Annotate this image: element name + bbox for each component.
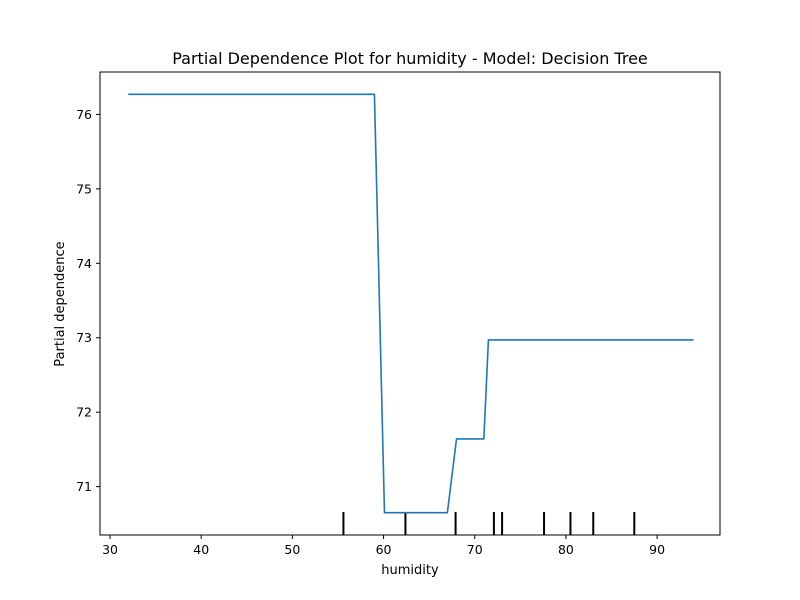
x-tick-label-70: 70: [467, 542, 483, 557]
x-axis-label: humidity: [381, 563, 439, 578]
x-tick-label-60: 60: [376, 542, 392, 557]
y-tick-label-76: 76: [76, 107, 92, 122]
pdp-series-line: [128, 93, 694, 514]
y-tick-label-75: 75: [76, 181, 92, 196]
y-axis-label: Partial dependence: [53, 241, 68, 366]
x-tick-label-30: 30: [102, 542, 118, 557]
x-tick-label-90: 90: [649, 542, 665, 557]
chart-title: Partial Dependence Plot for humidity - M…: [172, 49, 648, 68]
x-tick-label-40: 40: [193, 542, 209, 557]
plot-area: 30 40 50 60 70 80 90 71 72 73 74 75 76: [76, 71, 721, 557]
x-tick-label-50: 50: [284, 542, 300, 557]
x-tick-label-80: 80: [558, 542, 574, 557]
y-tick-label-71: 71: [76, 479, 92, 494]
y-tick-label-74: 74: [76, 256, 92, 271]
plot-frame: [99, 71, 721, 536]
y-tick-label-73: 73: [76, 330, 92, 345]
y-tick-label-72: 72: [76, 405, 92, 420]
